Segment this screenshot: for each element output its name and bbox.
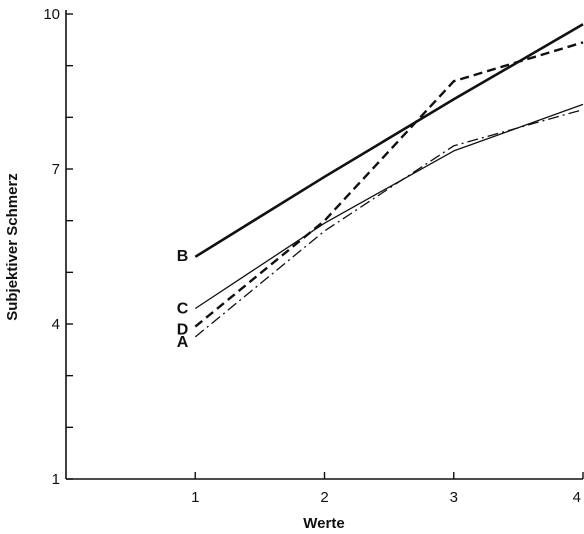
- series-label-c: C: [177, 301, 189, 318]
- x-axis-title: Werte: [303, 515, 344, 532]
- y-axis-title: Subjektiver Schmerz: [4, 173, 21, 321]
- series-label-d: D: [177, 322, 189, 339]
- y-tick-label: 1: [52, 471, 60, 488]
- series-line-a: [194, 108, 584, 338]
- plot-area: 1 4 7 10 1 2 3 4 B CDA: [43, 6, 584, 506]
- series-line-d: [194, 41, 584, 328]
- x-tick-label: 2: [320, 489, 328, 506]
- y-tick-label: 4: [52, 316, 60, 333]
- series-label-b: B: [177, 248, 189, 265]
- y-tick-label: 7: [52, 161, 60, 178]
- y-tick-label: 10: [43, 6, 60, 23]
- series-line-c: [194, 103, 584, 310]
- series-line-b: [194, 23, 584, 258]
- x-tick-label: 4: [573, 489, 581, 506]
- x-tick-label: 3: [450, 489, 458, 506]
- series-label-a: A: [177, 334, 189, 351]
- x-tick-label: 1: [191, 489, 199, 506]
